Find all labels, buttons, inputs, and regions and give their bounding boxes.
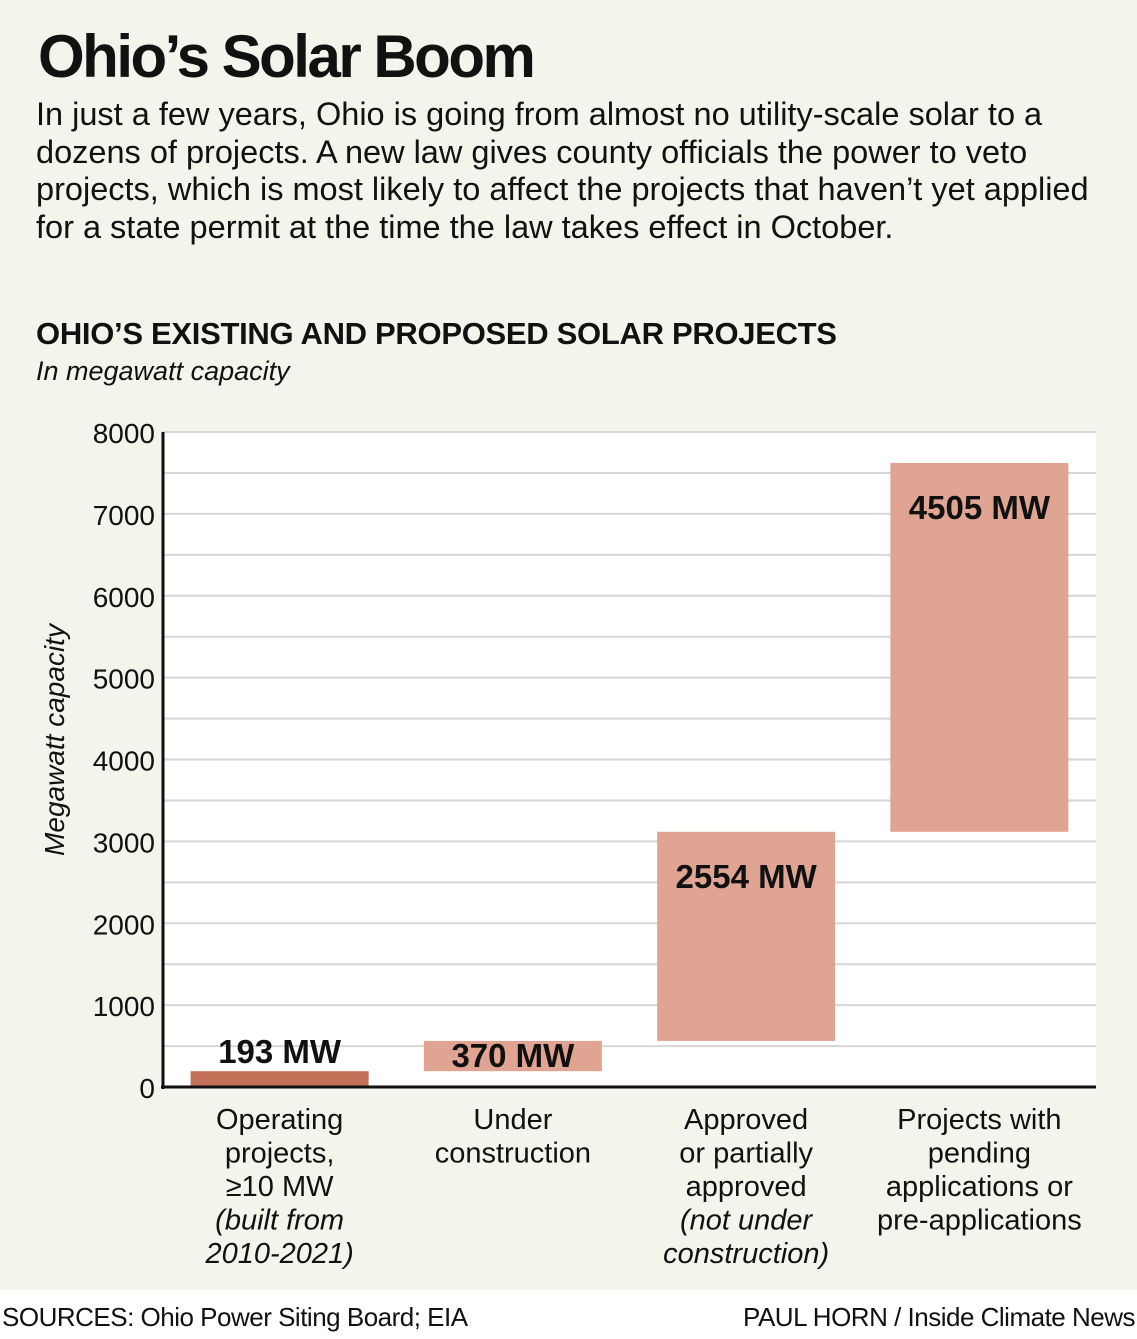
intro-text: In just a few years, Ohio is going from … xyxy=(36,96,1089,245)
y-axis-label: Megawatt capacity xyxy=(39,622,70,856)
bar-1 xyxy=(190,1071,369,1087)
chart-title: OHIO’S EXISTING AND PROPOSED SOLAR PROJE… xyxy=(36,316,837,351)
x-category-label: Projects with xyxy=(897,1104,1061,1136)
bar-2 xyxy=(423,1040,602,1072)
x-category-label: ≥10 MW xyxy=(226,1171,334,1203)
data-label: 370 MW xyxy=(451,1037,575,1074)
x-category-label: approved xyxy=(686,1171,807,1203)
data-label: 2554 MW xyxy=(676,858,818,895)
y-tick-label: 4000 xyxy=(93,746,155,777)
x-category-label: projects, xyxy=(225,1138,335,1170)
y-tick-label: 7000 xyxy=(93,500,155,531)
sources-note: SOURCES: Ohio Power Siting Board; EIA xyxy=(2,1302,468,1332)
y-tick-label: 6000 xyxy=(93,582,155,613)
bar-3 xyxy=(657,831,836,1041)
x-category-label: Approved xyxy=(684,1104,808,1136)
x-category-note: (not under xyxy=(680,1205,814,1237)
x-category-label: Operating xyxy=(216,1104,343,1136)
y-tick-label: 1000 xyxy=(93,991,155,1022)
data-label: 193 MW xyxy=(218,1033,342,1070)
page-title: Ohio’s Solar Boom xyxy=(38,23,536,90)
y-tick-label: 3000 xyxy=(93,827,155,858)
y-tick-label: 0 xyxy=(139,1073,155,1104)
x-category-label: pre-applications xyxy=(877,1205,1082,1237)
x-category-label: construction xyxy=(435,1138,591,1170)
x-category-label: or partially xyxy=(679,1138,813,1170)
x-category-label: applications or xyxy=(886,1171,1073,1203)
x-category-note: 2010-2021) xyxy=(204,1238,353,1270)
data-label: 4505 MW xyxy=(909,489,1051,526)
x-category-label: Under xyxy=(473,1104,552,1136)
x-category-note: construction) xyxy=(663,1238,829,1270)
x-category-label: pending xyxy=(928,1138,1031,1170)
y-tick-label: 2000 xyxy=(93,909,155,940)
waterfall-chart: 0 1000 2000 3000 4000 5000 6000 7000 8000 Megawat… xyxy=(39,418,1096,1270)
chart-subtitle: In megawatt capacity xyxy=(36,356,290,386)
x-category-note: (built from xyxy=(215,1205,344,1237)
credit-note: PAUL HORN / Inside Climate News xyxy=(743,1302,1135,1332)
y-tick-label: 5000 xyxy=(93,664,155,695)
y-tick-label: 8000 xyxy=(93,418,155,449)
bar-4 xyxy=(890,462,1069,832)
